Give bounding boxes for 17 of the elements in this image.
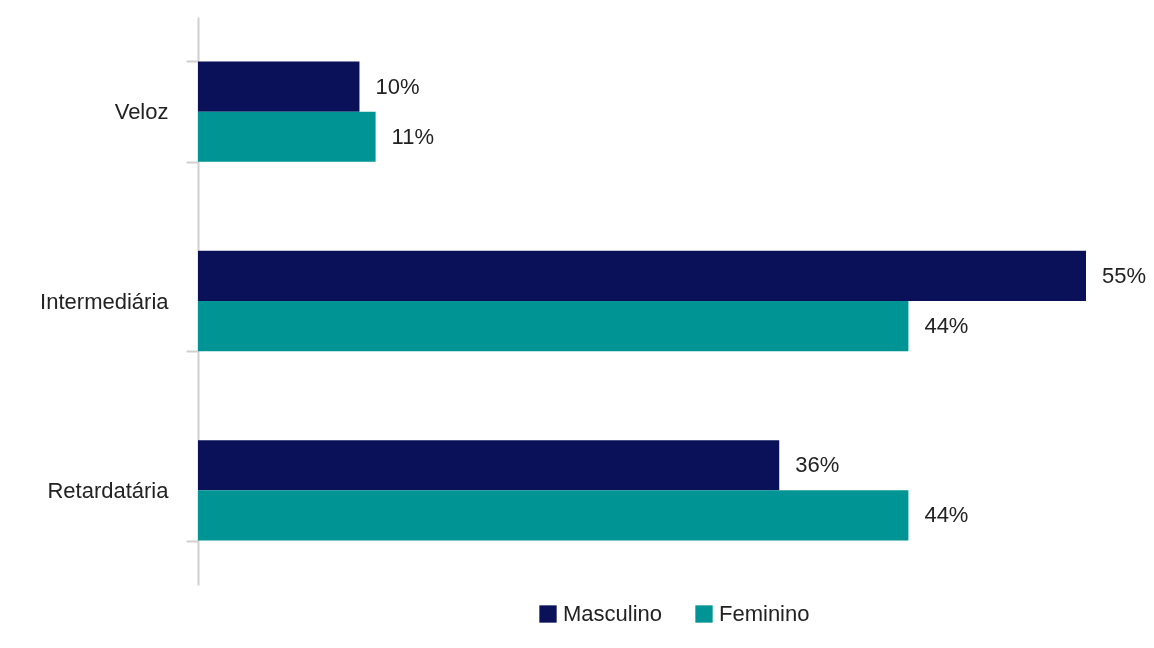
data-label: 36% xyxy=(795,452,840,478)
bar xyxy=(198,61,360,112)
y-tick-label: Intermediária xyxy=(40,288,170,314)
data-label: 10% xyxy=(375,73,420,99)
bar xyxy=(198,440,780,491)
y-tick-label: Veloz xyxy=(114,99,169,125)
data-label: 55% xyxy=(1102,262,1147,288)
data-label: 11% xyxy=(391,123,435,149)
y-tick-label: Retardatária xyxy=(47,477,170,503)
data-label: 44% xyxy=(924,502,969,528)
bar xyxy=(198,301,909,352)
legend-label: Masculino xyxy=(563,601,663,626)
bar xyxy=(198,250,1086,301)
data-label: 44% xyxy=(924,313,969,339)
bar xyxy=(198,490,909,541)
legend-label: Feminino xyxy=(719,601,810,626)
bar xyxy=(198,111,376,162)
